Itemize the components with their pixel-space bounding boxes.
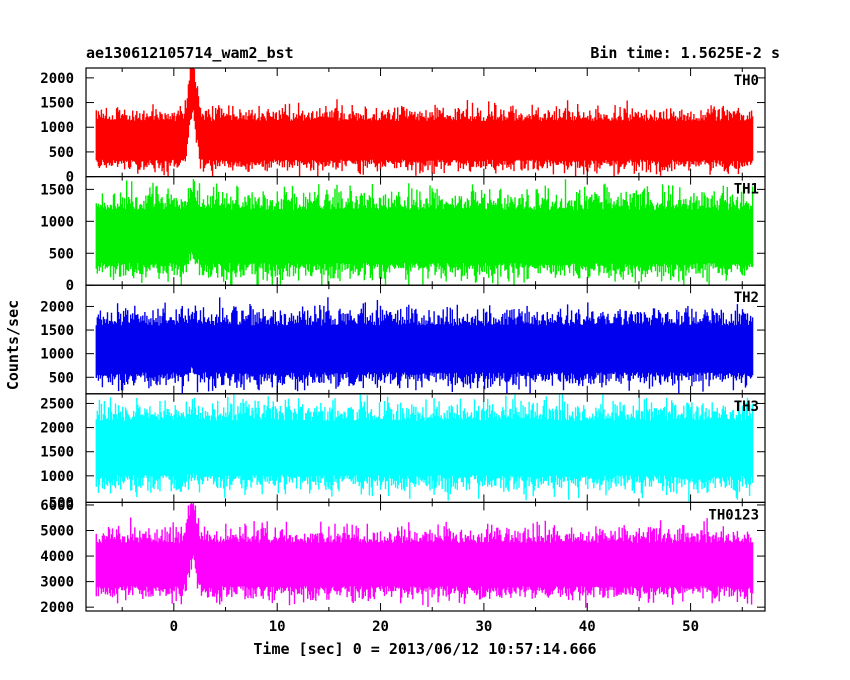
- y-tick-label: 2000: [40, 299, 74, 315]
- y-tick-label: 0: [66, 170, 74, 186]
- x-tick-labels: 0 10 20 30 40 50: [170, 619, 699, 635]
- light-curve-th1: [95, 179, 754, 286]
- y-tick-label: 2500: [40, 396, 74, 412]
- y-tick-label: 2000: [40, 600, 74, 616]
- light-curve-th0: [95, 68, 754, 177]
- y-tick-label: 0: [66, 278, 74, 294]
- light-curve-th2: [95, 297, 754, 394]
- y-tick-label: 1500: [40, 445, 74, 461]
- y-tick-label: 1000: [40, 214, 74, 230]
- y-tick-label: 2000: [40, 71, 74, 87]
- y-tick-label: 5000: [40, 524, 74, 540]
- panel-th3: 1000 1500 2000 2500 500 TH3: [40, 393, 766, 511]
- bin-time-label: Bin time: 1.5625E-2 s: [590, 44, 780, 62]
- light-curve-th3: [95, 393, 754, 502]
- y-tick-label: 1000: [40, 120, 74, 136]
- y-axis-title: Counts/sec: [4, 300, 22, 390]
- y-tick-label: 2000: [40, 421, 74, 437]
- panel-th0: 0 500 1000 1500 2000 TH0: [40, 67, 766, 186]
- light-curve-th0123: [95, 502, 754, 608]
- chart-title: ae130612105714_wam2_bst: [86, 44, 294, 62]
- y-tick-label: 500: [49, 495, 74, 511]
- x-tick-label: 0: [170, 619, 178, 635]
- y-tick-label: 3000: [40, 575, 74, 591]
- panel-th2: 500 1000 1500 2000 TH2: [40, 284, 766, 395]
- y-tick-label: 1500: [40, 96, 74, 112]
- x-tick-label: 10: [269, 619, 286, 635]
- x-tick-label: 20: [372, 619, 389, 635]
- y-tick-label: 1500: [40, 182, 74, 198]
- y-tick-label: 1000: [40, 347, 74, 363]
- y-tick-label: 1500: [40, 323, 74, 339]
- y-tick-label: 500: [49, 145, 74, 161]
- panel-label: TH0123: [708, 507, 759, 523]
- y-tick-label: 6000: [40, 498, 74, 514]
- x-tick-label: 40: [579, 619, 596, 635]
- panel-th1: 0 500 1000 1500 TH1: [40, 176, 766, 294]
- x-axis-title: Time [sec] 0 = 2013/06/12 10:57:14.666: [253, 640, 596, 658]
- panel-th0123: 2000 3000 4000 5000 6000 TH0123: [40, 498, 766, 616]
- panel-label: TH2: [734, 290, 759, 306]
- x-tick-label: 30: [475, 619, 492, 635]
- y-tick-label: 4000: [40, 549, 74, 565]
- x-tick-label: 50: [682, 619, 699, 635]
- panel-label: TH0: [734, 73, 759, 89]
- y-tick-label: 500: [49, 246, 74, 262]
- y-tick-label: 1000: [40, 469, 74, 485]
- panel-label: TH1: [734, 182, 759, 198]
- y-tick-label: 500: [49, 370, 74, 386]
- panel-label: TH3: [734, 399, 759, 415]
- panel-frame: [85, 501, 766, 612]
